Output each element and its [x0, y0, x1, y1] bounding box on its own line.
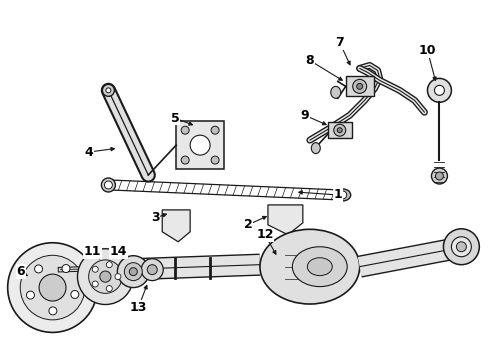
Text: 10: 10	[419, 44, 436, 57]
Text: 3: 3	[151, 211, 160, 224]
Ellipse shape	[331, 86, 341, 98]
Bar	[346, 76, 374, 96]
Circle shape	[337, 128, 342, 133]
Circle shape	[124, 263, 142, 280]
Text: 5: 5	[171, 112, 179, 125]
Circle shape	[49, 307, 57, 315]
Text: 9: 9	[300, 109, 309, 122]
Text: 8: 8	[305, 54, 314, 67]
Circle shape	[432, 168, 447, 184]
Polygon shape	[268, 205, 303, 235]
Circle shape	[334, 124, 346, 136]
Circle shape	[141, 259, 163, 280]
Circle shape	[181, 156, 189, 164]
Circle shape	[106, 285, 112, 292]
Ellipse shape	[293, 247, 347, 287]
Text: 12: 12	[256, 228, 274, 241]
Circle shape	[35, 265, 43, 273]
Bar	[328, 122, 352, 138]
Bar	[176, 121, 224, 169]
Circle shape	[102, 84, 114, 96]
Circle shape	[211, 156, 219, 164]
Circle shape	[89, 260, 122, 293]
Circle shape	[39, 274, 66, 301]
Ellipse shape	[307, 258, 332, 276]
Text: 6: 6	[16, 265, 25, 278]
Text: 14: 14	[110, 245, 127, 258]
Ellipse shape	[260, 229, 360, 304]
Circle shape	[435, 85, 444, 95]
Circle shape	[436, 172, 443, 180]
Circle shape	[339, 191, 347, 199]
Circle shape	[357, 84, 363, 89]
Circle shape	[71, 291, 79, 298]
Text: 1: 1	[333, 188, 342, 202]
Circle shape	[456, 242, 466, 252]
Circle shape	[427, 78, 451, 102]
Circle shape	[20, 255, 85, 320]
Polygon shape	[162, 210, 190, 242]
Text: 4: 4	[84, 145, 93, 159]
Text: 7: 7	[335, 36, 344, 49]
Circle shape	[190, 135, 210, 155]
Circle shape	[92, 281, 98, 287]
Circle shape	[106, 262, 112, 268]
Text: 11: 11	[84, 245, 101, 258]
Circle shape	[106, 88, 111, 93]
Circle shape	[104, 181, 112, 189]
Circle shape	[353, 80, 367, 93]
Circle shape	[92, 266, 98, 272]
Circle shape	[115, 274, 121, 280]
Circle shape	[8, 243, 98, 332]
Ellipse shape	[101, 178, 115, 192]
Circle shape	[129, 268, 137, 276]
Text: 13: 13	[130, 301, 147, 314]
Ellipse shape	[311, 143, 320, 154]
Circle shape	[62, 265, 70, 273]
Circle shape	[118, 256, 149, 288]
Circle shape	[211, 126, 219, 134]
Text: 2: 2	[244, 218, 252, 231]
Ellipse shape	[335, 189, 351, 201]
Circle shape	[451, 237, 471, 257]
Circle shape	[181, 126, 189, 134]
Circle shape	[100, 271, 111, 282]
Circle shape	[77, 249, 133, 305]
Circle shape	[26, 291, 34, 299]
Circle shape	[443, 229, 479, 265]
Circle shape	[147, 265, 157, 275]
